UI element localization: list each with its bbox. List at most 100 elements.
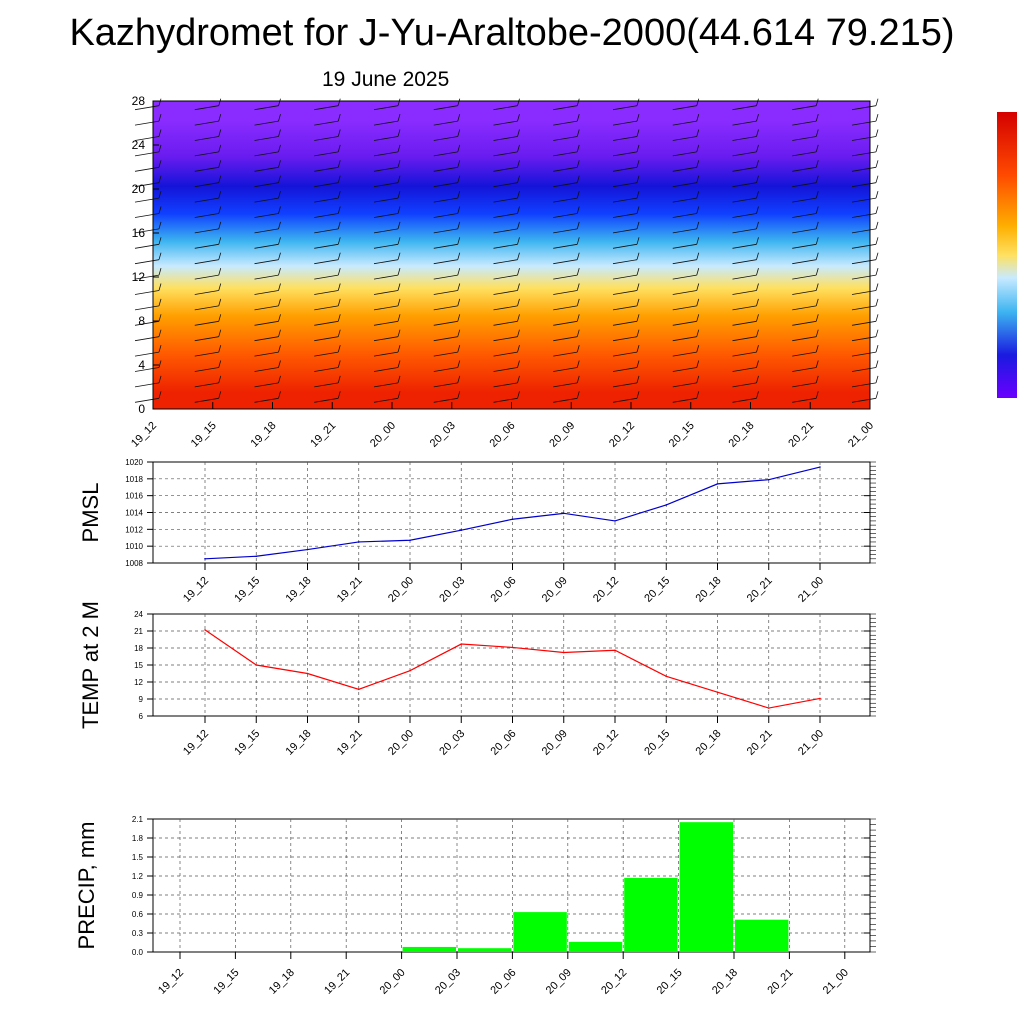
wind-barb <box>433 136 458 141</box>
wind-barb-flag <box>517 113 520 122</box>
x-tick-label: 20_18 <box>694 575 724 605</box>
wind-barb <box>373 166 399 172</box>
x-tick-label: 20_15 <box>655 967 685 997</box>
wind-barb-flag <box>397 298 401 307</box>
wind-barb-flag <box>576 360 580 368</box>
wind-barb-flag <box>756 113 759 122</box>
wind-barb-flag <box>158 314 162 322</box>
x-tick-label: 19_18 <box>284 575 314 605</box>
wind-barb <box>194 151 219 157</box>
x-tick-label: 20_00 <box>378 967 408 997</box>
wind-barb <box>851 105 877 111</box>
wind-barb <box>851 151 877 157</box>
wind-barb <box>792 197 817 203</box>
wind-barb <box>493 382 518 388</box>
y-tick-label: 6 <box>139 712 144 721</box>
wind-barb-flag <box>875 221 879 230</box>
wind-barb <box>612 213 638 218</box>
wind-barb <box>792 259 817 265</box>
x-tick-label: 20_03 <box>433 967 463 997</box>
wind-barb <box>672 259 697 265</box>
wind-barb-flag <box>517 221 520 230</box>
wind-barb-flag <box>636 221 640 230</box>
wind-barb-flag <box>636 252 640 260</box>
y-tick-label: 1.5 <box>132 853 144 862</box>
wind-barb <box>851 336 877 342</box>
wind-barb <box>134 120 160 126</box>
wind-barb-flag <box>337 375 341 384</box>
y-tick-label: 4 <box>138 358 145 372</box>
wind-barb-flag <box>815 375 819 384</box>
wind-barb-flag <box>756 221 759 230</box>
wind-barb-flag <box>278 175 281 183</box>
wind-barb-flag <box>696 190 700 199</box>
data-point <box>306 672 309 675</box>
wind-barb <box>314 136 339 141</box>
wind-barb <box>314 120 339 126</box>
wind-barb <box>612 243 638 249</box>
wind-barb <box>254 105 279 111</box>
wind-barb-flag <box>756 314 759 322</box>
wind-barb-flag <box>815 206 819 214</box>
x-tick-label: 20_18 <box>694 728 724 758</box>
wind-barb <box>314 105 339 111</box>
wind-barb-flag <box>756 206 759 214</box>
wind-barb <box>373 151 399 157</box>
wind-barb <box>792 274 817 280</box>
wind-barb-flag <box>636 129 640 137</box>
wind-barb-flag <box>337 144 341 153</box>
y-tick-label: 20 <box>132 182 146 196</box>
wind-barb-flag <box>158 221 162 230</box>
wind-barb-flag <box>158 267 162 276</box>
wind-barb <box>194 243 219 249</box>
wind-barb-flag <box>636 314 640 322</box>
wind-barb-flag <box>278 344 281 353</box>
wind-barb-flag <box>696 160 700 168</box>
wind-barb-flag <box>218 252 222 260</box>
y-tick-label: 16 <box>132 226 146 240</box>
wind-barb-flag <box>696 129 700 137</box>
wind-barb <box>732 290 757 295</box>
wind-barb-flag <box>696 175 700 183</box>
wind-barb-flag <box>875 298 879 307</box>
wind-barb <box>373 243 399 249</box>
wind-barb-flag <box>576 175 580 183</box>
wind-barb-flag <box>815 175 819 183</box>
wind-barb <box>851 290 877 295</box>
wind-barb-flag <box>278 375 281 384</box>
data-point <box>409 539 411 542</box>
wind-barb-flag <box>218 283 222 291</box>
wind-barb-flag <box>337 314 341 322</box>
wind-barb <box>553 320 578 326</box>
wind-barb-flag <box>457 267 461 276</box>
x-tick-label: 20_00 <box>386 575 416 605</box>
wind-barb <box>792 305 817 311</box>
wind-barb <box>134 290 160 295</box>
wind-barb <box>373 305 399 311</box>
wind-barb <box>672 336 697 342</box>
wind-barb <box>553 105 578 111</box>
wind-barb-flag <box>517 98 520 106</box>
wind-barb-flag <box>696 221 700 230</box>
wind-barb <box>194 351 219 357</box>
wind-barb <box>553 120 578 126</box>
data-point <box>255 555 258 558</box>
wind-barb-flag <box>278 298 281 307</box>
y-tick-label: 12 <box>134 678 143 687</box>
wind-barb-flag <box>875 175 879 183</box>
wind-barb-flag <box>756 252 759 260</box>
data-point <box>716 691 719 693</box>
wind-barb-flag <box>337 206 341 214</box>
y-tick-label: 1.2 <box>132 872 144 881</box>
wind-barb-flag <box>517 190 520 199</box>
wind-barb-flag <box>696 98 700 106</box>
wind-barb <box>314 166 339 172</box>
wind-barb <box>732 305 757 311</box>
wind-barb <box>373 120 399 126</box>
y-tick-label: 9 <box>139 695 144 704</box>
wind-barb-flag <box>576 329 580 337</box>
wind-barb-flag <box>278 144 281 153</box>
x-tick-label: 20_18 <box>727 420 757 450</box>
wind-barb <box>254 367 279 372</box>
wind-barb-flag <box>397 175 401 183</box>
